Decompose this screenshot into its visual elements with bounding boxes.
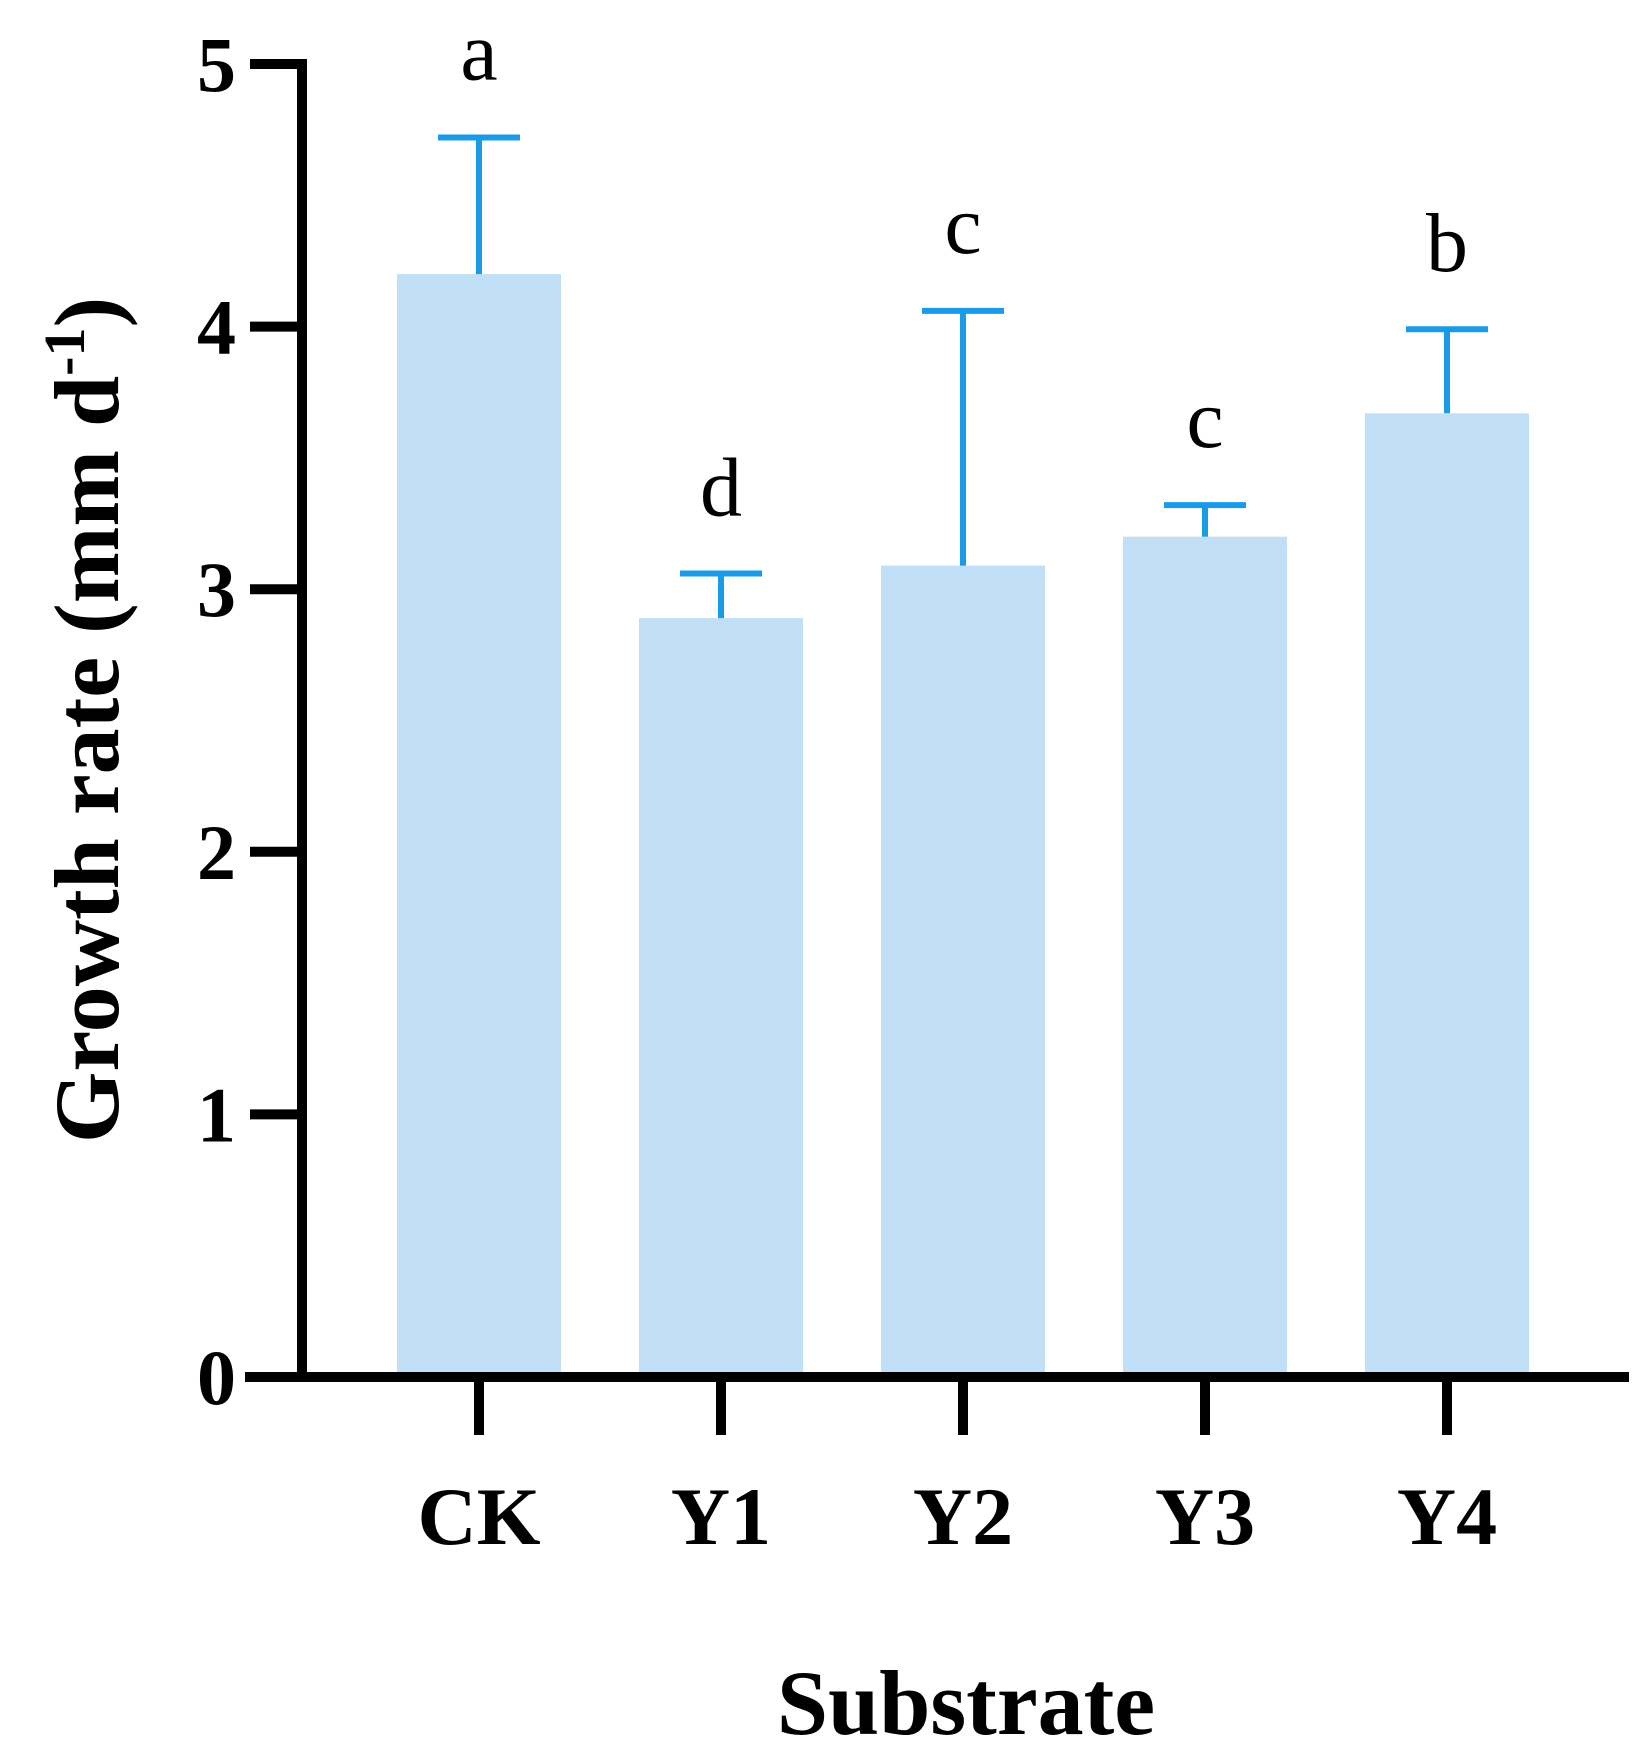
significance-letters-layer: a d c c b xyxy=(460,6,1468,535)
bar-y2 xyxy=(881,565,1045,1377)
y-tick-label-1: 1 xyxy=(197,1071,236,1158)
significance-letter-y1: d xyxy=(700,441,742,534)
significance-letter-y3: c xyxy=(1186,373,1223,466)
y-tick-label-3: 3 xyxy=(197,546,236,633)
bar-y4 xyxy=(1365,413,1529,1377)
y-ticks-layer: 0 1 2 3 4 5 xyxy=(197,21,302,1421)
y-tick-label-5: 5 xyxy=(197,21,236,108)
y-axis-title-main: Growth rate (mm d xyxy=(36,376,138,1143)
bar-y1 xyxy=(639,618,803,1377)
x-ticks-layer: CK Y1 Y2 Y3 Y4 xyxy=(418,1377,1497,1562)
x-axis-title: Substrate xyxy=(777,1652,1155,1754)
y-tick-label-2: 2 xyxy=(197,809,236,896)
x-tick-label-y3: Y3 xyxy=(1155,1471,1255,1562)
x-tick-label-ck: CK xyxy=(418,1471,541,1562)
y-axis-title: Growth rate (mm d-1) xyxy=(32,297,138,1143)
y-tick-label-0: 0 xyxy=(197,1334,236,1421)
error-bars-layer xyxy=(438,134,1488,619)
significance-letter-y2: c xyxy=(944,179,981,272)
bar-ck xyxy=(397,274,561,1378)
y-axis-title-superscript: -1 xyxy=(32,327,97,375)
x-tick-label-y4: Y4 xyxy=(1397,1471,1497,1562)
x-tick-label-y1: Y1 xyxy=(671,1471,771,1562)
bars-layer xyxy=(397,274,1529,1378)
significance-letter-y4: b xyxy=(1426,197,1468,290)
significance-letter-ck: a xyxy=(460,6,497,99)
bar-y3 xyxy=(1123,536,1287,1377)
y-tick-label-4: 4 xyxy=(197,284,236,371)
y-axis-title-close: ) xyxy=(36,297,138,328)
x-tick-label-y2: Y2 xyxy=(913,1471,1013,1562)
